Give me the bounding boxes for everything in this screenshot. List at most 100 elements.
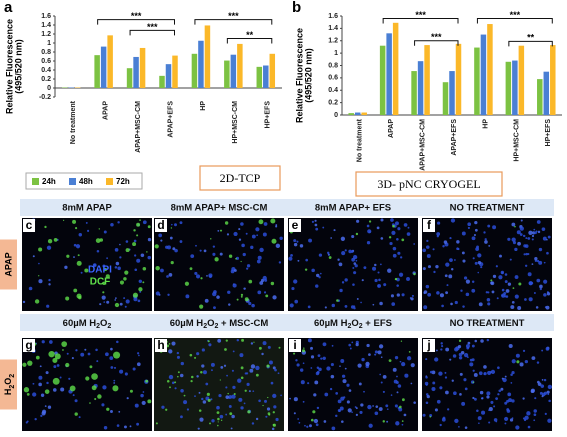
nucleus [351,341,354,344]
nucleus [310,355,315,359]
nucleus [116,424,120,427]
panel-header-text: 60µM H2O2 + EFS [314,318,392,331]
nucleus [129,425,132,428]
row-label-box [0,359,17,410]
nucleus [458,356,463,360]
nucleus [478,422,480,425]
nucleus [141,400,146,406]
dcf-signal [392,224,395,228]
nucleus [467,341,471,345]
row-label-part: 2 [9,374,16,378]
nucleus [515,425,520,430]
nucleus [397,251,401,255]
nucleus [536,380,540,384]
nucleus [305,258,308,262]
dcf-signal [22,362,27,367]
nucleus [410,382,413,385]
nucleus [140,253,145,258]
nucleus [237,378,242,383]
dcf-signal [224,221,229,225]
nucleus [522,234,526,238]
dcf-signal [270,281,275,286]
dcf-signal [272,423,275,426]
dcf-signal [388,236,392,239]
nucleus [543,279,548,284]
nucleus [462,305,465,308]
nucleus [527,252,530,256]
nucleus [534,397,537,400]
bar [224,60,230,88]
nucleus [340,359,345,363]
nucleus [531,356,536,361]
legend-label: 24h [42,177,56,186]
nucleus [539,284,543,289]
nucleus [202,400,207,404]
row-label-box [0,239,17,290]
nucleus [490,400,494,404]
dcf-signal [84,268,89,273]
nucleus [84,348,87,351]
nucleus [471,288,476,293]
nucleus [137,299,141,303]
nucleus [316,366,320,369]
nucleus [504,422,507,425]
nucleus [228,405,232,408]
y-tick-label: 0.2 [41,76,51,83]
nucleus [547,393,550,396]
nucleus [351,411,353,414]
nucleus [275,225,278,228]
nucleus [257,255,262,260]
nucleus [497,366,500,370]
nucleus [491,290,495,294]
nucleus [467,222,472,227]
condition-box [199,165,281,191]
nucleus [248,390,251,393]
nucleus [366,224,370,228]
dcf-signal [399,405,402,409]
nucleus [383,283,387,287]
nucleus [500,387,504,391]
significance-label: ** [527,33,535,43]
panel-header [286,314,420,331]
nucleus [401,293,405,297]
nucleus [210,398,213,401]
nucleus [425,284,430,289]
nucleus [136,422,140,426]
nucleus [528,230,533,235]
significance-bracket [414,40,459,46]
y-tick-label: 0.6 [328,75,338,82]
nucleus [44,405,47,408]
nucleus [382,390,385,393]
nucleus [297,259,300,262]
nucleus [394,404,398,408]
nucleus [293,242,298,247]
condition-box [355,171,503,197]
nucleus [294,299,299,304]
nucleus [115,297,117,300]
nucleus [514,294,519,299]
nucleus [359,410,363,415]
nucleus [445,291,449,295]
nucleus [355,259,358,262]
nucleus [395,421,400,426]
nucleus [510,373,513,376]
x-tick-label: No treatment [70,100,77,144]
significance-label: *** [415,10,426,20]
bar [198,40,204,88]
dcf-signal [47,238,53,244]
nucleus [333,229,336,232]
dcf-signal [206,392,210,396]
nucleus [262,232,267,237]
nucleus [378,407,383,411]
nucleus [137,352,140,355]
nucleus [342,379,347,384]
nucleus [350,305,355,309]
nucleus [510,305,515,310]
nucleus [147,255,151,260]
micrograph [22,218,152,311]
nucleus [453,391,457,396]
nucleus [106,257,109,260]
bar [550,45,556,115]
nucleus [348,389,352,392]
dcf-signal [168,343,171,345]
